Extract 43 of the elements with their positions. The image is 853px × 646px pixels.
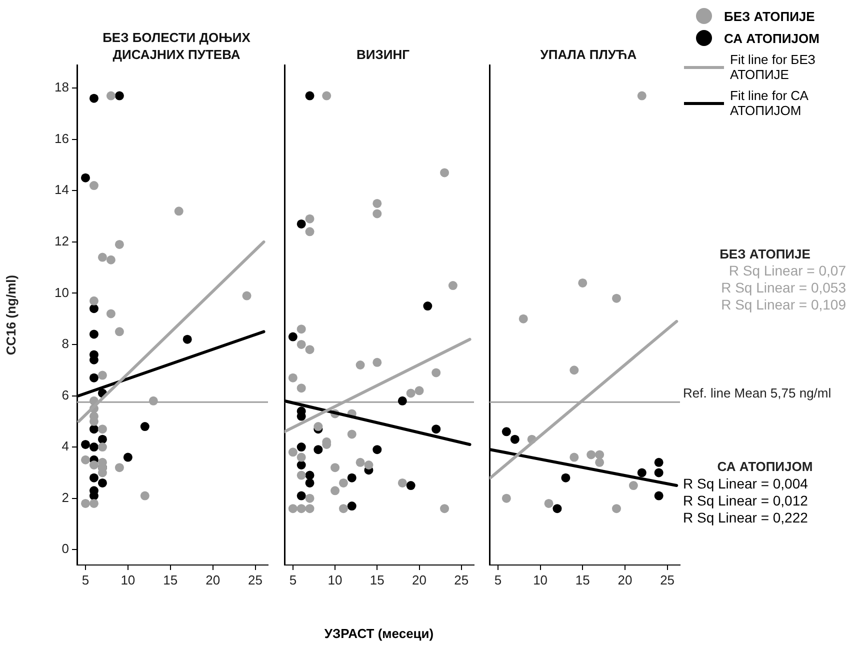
y-tick-label: 2 <box>62 490 69 505</box>
chart-title: ВИЗИНГ <box>356 46 410 63</box>
legend-label: Fit line for БЕЗ АТОПИЈЕ <box>730 52 816 82</box>
legend-label: БЕЗ АТОПИЈЕ <box>724 8 815 24</box>
text: R Sq Linear = 0,222 <box>683 509 808 526</box>
y-tick-label: 12 <box>54 234 69 248</box>
x-tick-label: 15 <box>370 572 384 588</box>
x-tick-label: 15 <box>575 572 590 588</box>
y-tick-label: 4 <box>62 438 69 454</box>
y-tick-label: 18 <box>54 80 69 95</box>
text: R Sq Linear = 0,004 <box>683 475 808 492</box>
text: СА АТОПИЈОМ <box>717 459 813 474</box>
y-tick-label: 0 <box>62 541 69 556</box>
legend-label: Fit line for СА АТОПИЈОМ <box>730 88 810 118</box>
text: R Sq Linear = 0,053 <box>721 280 846 296</box>
x-tick-label: 5 <box>494 572 502 588</box>
text: R Sq Linear = 0,07 <box>728 262 846 279</box>
x-tick-label: 10 <box>533 572 548 588</box>
y-tick-label: 6 <box>62 387 69 402</box>
x-tick-label: 20 <box>618 572 632 588</box>
y-tick-label: 10 <box>54 284 69 300</box>
x-tick-label: 5 <box>82 572 90 588</box>
x-tick-label: 20 <box>412 572 426 588</box>
x-axis-title: УЗРАСТ (месеци) <box>323 626 435 641</box>
legend-label: СА АТОПИЈОМ <box>724 30 820 46</box>
x-tick-label: 10 <box>120 572 136 588</box>
text: БЕЗ АТОПИЈЕ <box>720 246 811 262</box>
text: R Sq Linear = 0,012 <box>683 492 808 508</box>
y-tick-label: 14 <box>54 182 69 198</box>
y-axis-title: CC16 (ng/ml) <box>3 274 18 356</box>
y-tick-label: 16 <box>54 130 69 146</box>
chart-title: БЕЗ БОЛЕСТИ ДОЊИХ ДИСАЈНИХ ПУТЕВА <box>102 29 252 63</box>
x-tick-label: 15 <box>163 572 178 588</box>
x-tick-label: 10 <box>328 572 342 588</box>
x-tick-label: 20 <box>206 572 220 588</box>
x-tick-label: 5 <box>289 572 297 588</box>
x-tick-label: 25 <box>660 572 675 588</box>
x-tick-label: 25 <box>248 572 262 588</box>
text: R Sq Linear = 0,109 <box>721 296 846 313</box>
ref-line-label: Ref. line Mean 5,75 ng/ml <box>683 385 832 400</box>
y-tick-label: 8 <box>62 336 69 352</box>
x-tick-label: 25 <box>454 572 469 588</box>
chart-title: УПАЛА ПЛУЋА <box>539 46 638 63</box>
